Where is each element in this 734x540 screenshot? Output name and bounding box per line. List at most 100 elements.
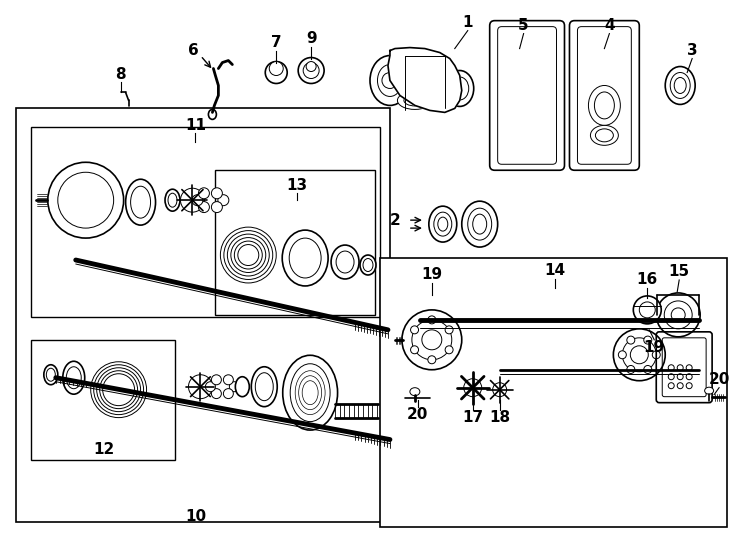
Text: 6: 6 (188, 43, 199, 58)
Ellipse shape (236, 377, 250, 397)
Ellipse shape (165, 189, 180, 211)
Circle shape (677, 383, 683, 389)
Text: 19: 19 (421, 267, 443, 282)
Circle shape (223, 375, 233, 385)
Ellipse shape (665, 66, 695, 104)
Text: 19: 19 (644, 340, 665, 355)
Text: 1: 1 (462, 15, 473, 30)
Circle shape (211, 375, 222, 385)
Circle shape (627, 336, 635, 344)
Ellipse shape (429, 206, 457, 242)
Circle shape (422, 330, 442, 350)
Circle shape (671, 308, 685, 322)
Circle shape (211, 188, 222, 199)
Circle shape (298, 58, 324, 84)
Circle shape (686, 374, 692, 380)
Circle shape (228, 234, 269, 276)
Circle shape (656, 293, 700, 337)
Circle shape (229, 382, 239, 392)
Circle shape (103, 374, 134, 406)
Circle shape (664, 301, 692, 329)
Text: 17: 17 (462, 410, 483, 425)
Circle shape (677, 364, 683, 371)
Circle shape (91, 362, 147, 417)
Circle shape (218, 195, 229, 206)
Text: 20: 20 (407, 407, 429, 422)
Circle shape (198, 201, 209, 213)
Circle shape (306, 62, 316, 71)
Circle shape (224, 231, 273, 280)
Circle shape (382, 72, 398, 89)
Ellipse shape (462, 201, 498, 247)
Ellipse shape (589, 85, 620, 125)
Ellipse shape (168, 193, 177, 207)
Circle shape (231, 238, 266, 273)
Bar (380, 258, 727, 528)
Ellipse shape (595, 129, 614, 142)
Circle shape (614, 329, 665, 381)
Ellipse shape (473, 214, 487, 234)
Ellipse shape (336, 251, 354, 273)
Ellipse shape (360, 255, 376, 275)
Circle shape (668, 374, 675, 380)
Circle shape (631, 346, 648, 364)
Circle shape (189, 375, 212, 399)
Circle shape (410, 346, 418, 354)
Circle shape (639, 302, 655, 318)
Circle shape (668, 383, 675, 389)
Ellipse shape (208, 110, 217, 119)
Circle shape (493, 383, 506, 397)
Ellipse shape (670, 72, 690, 98)
Text: 15: 15 (669, 265, 690, 280)
Polygon shape (388, 48, 462, 112)
Circle shape (94, 364, 144, 415)
Circle shape (445, 326, 453, 334)
Circle shape (48, 163, 123, 238)
Circle shape (644, 366, 652, 374)
Circle shape (464, 379, 482, 397)
Circle shape (677, 374, 683, 380)
Ellipse shape (302, 381, 318, 404)
Text: 8: 8 (115, 67, 126, 82)
Ellipse shape (44, 364, 58, 384)
Bar (16, 109, 390, 522)
Circle shape (97, 368, 141, 411)
Circle shape (428, 356, 436, 364)
Ellipse shape (282, 230, 328, 286)
Text: 3: 3 (687, 43, 697, 58)
Ellipse shape (290, 364, 330, 422)
Ellipse shape (397, 91, 432, 110)
Circle shape (234, 241, 262, 269)
Ellipse shape (451, 77, 469, 100)
Text: 2: 2 (390, 213, 400, 228)
Ellipse shape (295, 371, 325, 415)
Circle shape (686, 364, 692, 371)
Text: 7: 7 (271, 35, 282, 50)
Ellipse shape (418, 53, 443, 71)
Circle shape (100, 371, 137, 409)
Ellipse shape (377, 64, 402, 97)
Text: 11: 11 (185, 118, 206, 133)
Circle shape (627, 366, 635, 374)
Ellipse shape (370, 56, 410, 105)
Text: 10: 10 (185, 509, 206, 524)
Circle shape (206, 382, 215, 392)
Circle shape (412, 320, 452, 360)
Circle shape (198, 188, 209, 199)
Circle shape (192, 195, 203, 206)
Text: 16: 16 (636, 273, 658, 287)
Text: 5: 5 (518, 18, 529, 33)
Circle shape (238, 245, 259, 266)
Circle shape (653, 351, 661, 359)
Bar (31, 127, 380, 317)
Text: 4: 4 (604, 18, 614, 33)
Ellipse shape (468, 208, 492, 240)
Ellipse shape (675, 78, 686, 93)
Ellipse shape (363, 259, 373, 272)
Circle shape (622, 338, 656, 372)
Ellipse shape (63, 361, 84, 394)
Ellipse shape (46, 368, 55, 381)
Circle shape (211, 201, 222, 213)
Circle shape (211, 389, 222, 399)
Ellipse shape (251, 367, 277, 407)
